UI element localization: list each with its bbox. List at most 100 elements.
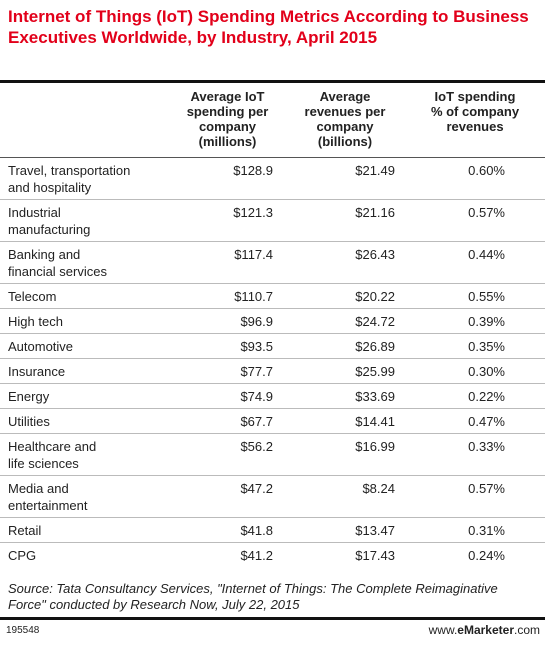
- table-body: Travel, transportation and hospitality $12…: [0, 157, 545, 567]
- cell-value: $14.41: [285, 408, 405, 434]
- header-line: Average: [319, 89, 371, 104]
- cell-value: $74.9: [170, 383, 285, 409]
- label-line: Automotive: [8, 339, 74, 354]
- table-row: Energy $74.9 $33.69 0.22%: [0, 383, 545, 409]
- label-line: Banking and: [8, 247, 81, 262]
- cell-value: $8.24: [285, 475, 405, 518]
- cell-value: 0.55%: [405, 283, 545, 309]
- cell-value: 0.57%: [405, 475, 545, 518]
- cell-value: $33.69: [285, 383, 405, 409]
- cell-value: $26.43: [285, 241, 405, 284]
- site-prefix: www.: [428, 623, 458, 637]
- table-row: CPG $41.2 $17.43 0.24%: [0, 542, 545, 567]
- column-header: Average revenues per company (billions): [285, 81, 405, 158]
- cell-value: $21.49: [285, 157, 405, 200]
- table-row: Healthcare and life sciences $56.2 $16.99 0.…: [0, 433, 545, 476]
- cell-value: 0.44%: [405, 241, 545, 284]
- cell-value: $41.2: [170, 542, 285, 567]
- cell-value: $26.89: [285, 333, 405, 359]
- cell-value: $77.7: [170, 358, 285, 384]
- header-line: (billions): [317, 134, 373, 149]
- header-line: revenues: [446, 119, 504, 134]
- label-line: Insurance: [8, 364, 66, 379]
- label-line: CPG: [8, 548, 37, 563]
- header-line: IoT spending: [434, 89, 516, 104]
- row-label: Energy: [0, 383, 170, 409]
- label-line: Media and: [8, 481, 69, 496]
- cell-value: $47.2: [170, 475, 285, 518]
- row-label: CPG: [0, 542, 170, 567]
- cell-value: 0.33%: [405, 433, 545, 476]
- table-row: Industrial manufacturing $121.3 $21.16 0.57%: [0, 199, 545, 242]
- cell-value: $117.4: [170, 241, 285, 284]
- header-line: spending per: [186, 104, 269, 119]
- label-line: entertainment: [8, 498, 88, 513]
- cell-value: $110.7: [170, 283, 285, 309]
- cell-value: 0.30%: [405, 358, 545, 384]
- row-label: Insurance: [0, 358, 170, 384]
- header-line: (millions): [198, 134, 257, 149]
- table-row: Automotive $93.5 $26.89 0.35%: [0, 333, 545, 359]
- cell-value: $24.72: [285, 308, 405, 334]
- cell-value: 0.60%: [405, 157, 545, 200]
- label-line: and hospitality: [8, 180, 92, 195]
- cell-value: 0.47%: [405, 408, 545, 434]
- header-line: revenues per: [304, 104, 386, 119]
- cell-value: $20.22: [285, 283, 405, 309]
- row-label: Telecom: [0, 283, 170, 309]
- header-line: % of company: [430, 104, 520, 119]
- site-suffix: .com: [513, 623, 540, 637]
- header-line: company: [316, 119, 374, 134]
- cell-value: $96.9: [170, 308, 285, 334]
- table-row: High tech $96.9 $24.72 0.39%: [0, 308, 545, 334]
- table-row: Insurance $77.7 $25.99 0.30%: [0, 358, 545, 384]
- site-brand: eMarketer: [457, 623, 514, 637]
- cell-value: $41.8: [170, 517, 285, 543]
- cell-value: $121.3: [170, 199, 285, 242]
- cell-value: $67.7: [170, 408, 285, 434]
- label-line: Utilities: [8, 414, 50, 429]
- cell-value: 0.39%: [405, 308, 545, 334]
- table-row: Banking and financial services $117.4 $26.4…: [0, 241, 545, 284]
- cell-value: $128.9: [170, 157, 285, 200]
- cell-value: $56.2: [170, 433, 285, 476]
- label-line: Travel, transportation: [8, 163, 131, 178]
- row-label: Travel, transportation and hospitality: [0, 157, 170, 200]
- cell-value: 0.22%: [405, 383, 545, 409]
- cell-value: 0.57%: [405, 199, 545, 242]
- title: Internet of Things (IoT) Spending Metric…: [8, 7, 529, 47]
- column-header: IoT spending% of company revenues: [405, 81, 545, 158]
- table-row: Travel, transportation and hospitality $12…: [0, 157, 545, 200]
- chart-id: 195548: [6, 625, 40, 636]
- label-line: manufacturing: [8, 222, 91, 237]
- table-row: Utilities $67.7 $14.41 0.47%: [0, 408, 545, 434]
- cell-value: $16.99: [285, 433, 405, 476]
- header-line: company: [198, 119, 257, 134]
- label-line: Healthcare and: [8, 439, 97, 454]
- header-line: Average IoT: [190, 89, 265, 104]
- cell-value: $13.47: [285, 517, 405, 543]
- source-note: Source: Tata Consultancy Services, "Inte…: [8, 581, 498, 612]
- row-label: Media and entertainment: [0, 475, 170, 518]
- row-label: Utilities: [0, 408, 170, 434]
- cell-value: 0.35%: [405, 333, 545, 359]
- row-label: Retail: [0, 517, 170, 543]
- label-line: High tech: [8, 314, 63, 329]
- row-label: Healthcare and life sciences: [0, 433, 170, 476]
- table-row: Media and entertainment $47.2 $8.24 0.57%: [0, 475, 545, 518]
- label-line: life sciences: [8, 456, 79, 471]
- label-line: Telecom: [8, 289, 57, 304]
- column-header: Average IoT spending per company (millions): [170, 81, 285, 158]
- table-row: Retail $41.8 $13.47 0.31%: [0, 517, 545, 543]
- cell-value: 0.24%: [405, 542, 545, 567]
- header-row: Average IoT spending per company (millions)…: [0, 81, 545, 158]
- row-label: Banking and financial services: [0, 241, 170, 284]
- row-label: High tech: [0, 308, 170, 334]
- data-table: Average IoT spending per company (millions)…: [0, 80, 545, 567]
- footer-rule: [0, 617, 545, 620]
- cell-value: 0.31%: [405, 517, 545, 543]
- column-header: [0, 81, 170, 158]
- table-row: Telecom $110.7 $20.22 0.55%: [0, 283, 545, 309]
- site-credit: www.eMarketer.com: [429, 623, 540, 637]
